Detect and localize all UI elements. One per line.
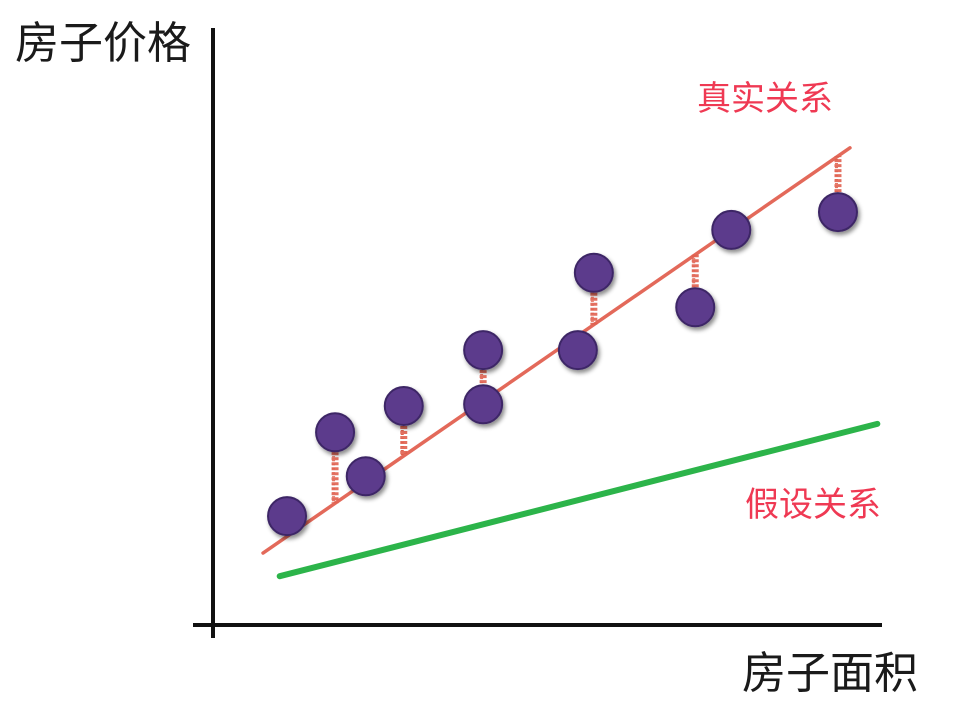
data-point <box>463 384 504 425</box>
series-label-true-relationship: 真实关系 <box>697 79 833 119</box>
data-point <box>383 386 424 427</box>
x-axis-label: 房子面积 <box>742 648 918 699</box>
data-point <box>711 209 752 250</box>
residual-mark <box>834 156 842 213</box>
series-label-hypothesis: 假设关系 <box>745 485 881 525</box>
data-point <box>573 252 614 293</box>
data-point <box>817 192 858 233</box>
data-point <box>267 496 308 537</box>
data-point <box>463 330 504 371</box>
hypothesis-line <box>276 420 881 580</box>
data-point <box>315 412 356 453</box>
data-points <box>267 192 858 537</box>
data-point <box>675 287 716 328</box>
y-axis-label: 房子价格 <box>15 18 191 69</box>
data-point <box>557 330 598 371</box>
data-point <box>345 456 386 497</box>
